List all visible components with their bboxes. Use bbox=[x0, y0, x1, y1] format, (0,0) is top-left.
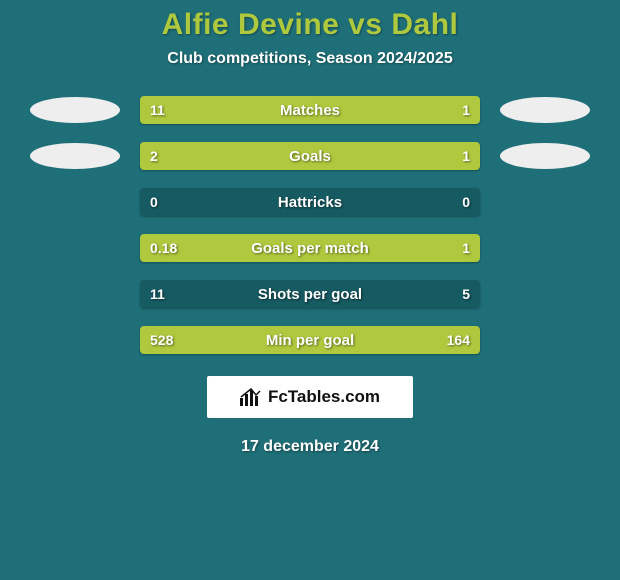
badge-spacer bbox=[30, 189, 120, 215]
page-title: Alfie Devine vs Dahl bbox=[162, 8, 459, 42]
bar-fill-left bbox=[140, 142, 201, 170]
bar-fill-left bbox=[140, 234, 201, 262]
bars-icon bbox=[240, 388, 262, 406]
stat-row: Min per goal528164 bbox=[0, 326, 620, 354]
bar-track bbox=[140, 188, 480, 216]
player-right-badge bbox=[500, 97, 590, 123]
badge-spacer bbox=[500, 235, 590, 261]
badge-spacer bbox=[30, 235, 120, 261]
badge-spacer bbox=[30, 281, 120, 307]
bar-fill-right bbox=[405, 96, 480, 124]
date-text: 17 december 2024 bbox=[241, 438, 379, 456]
badge-spacer bbox=[500, 189, 590, 215]
page-subtitle: Club competitions, Season 2024/2025 bbox=[167, 50, 452, 68]
bar-fill-right bbox=[201, 234, 480, 262]
stat-bar: Matches111 bbox=[140, 96, 480, 124]
bar-fill-left bbox=[140, 326, 388, 354]
stat-bar: Goals per match0.181 bbox=[140, 234, 480, 262]
branding-badge: FcTables.com bbox=[207, 376, 413, 418]
bar-fill-left bbox=[140, 96, 405, 124]
stat-row: Goals21 bbox=[0, 142, 620, 170]
badge-spacer bbox=[30, 327, 120, 353]
badge-spacer bbox=[500, 327, 590, 353]
badge-spacer bbox=[500, 281, 590, 307]
player-right-badge bbox=[500, 143, 590, 169]
stat-bar: Shots per goal115 bbox=[140, 280, 480, 308]
branding-text: FcTables.com bbox=[268, 387, 380, 407]
comparison-card: Alfie Devine vs Dahl Club competitions, … bbox=[0, 0, 620, 580]
stat-row: Matches111 bbox=[0, 96, 620, 124]
bar-track bbox=[140, 280, 480, 308]
stat-rows: Matches111 Goals21 Hattricks00 Goals per ma… bbox=[0, 96, 620, 354]
player-left-badge bbox=[30, 97, 120, 123]
stat-bar: Min per goal528164 bbox=[140, 326, 480, 354]
bar-fill-right bbox=[388, 326, 480, 354]
stat-row: Hattricks00 bbox=[0, 188, 620, 216]
stat-row: Shots per goal115 bbox=[0, 280, 620, 308]
stat-bar: Goals21 bbox=[140, 142, 480, 170]
stat-bar: Hattricks00 bbox=[140, 188, 480, 216]
bar-fill-right bbox=[201, 142, 480, 170]
player-left-badge bbox=[30, 143, 120, 169]
stat-row: Goals per match0.181 bbox=[0, 234, 620, 262]
